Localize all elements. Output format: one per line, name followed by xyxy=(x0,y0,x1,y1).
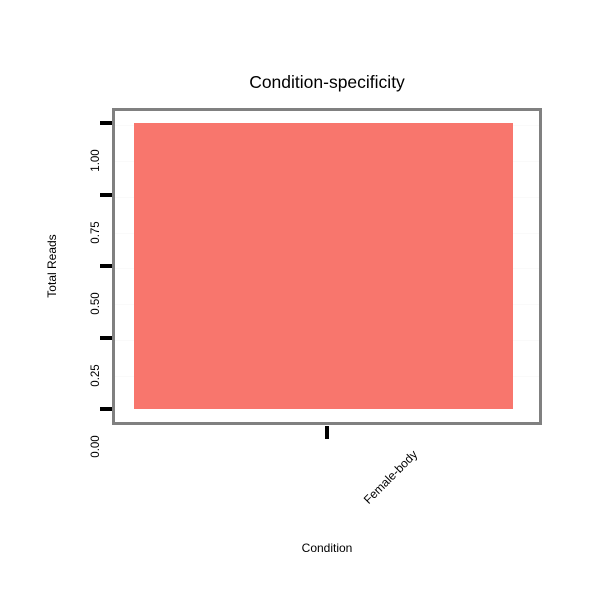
y-tick-label-4: 1.00 xyxy=(90,149,102,172)
y-tick-label-3: 0.75 xyxy=(90,221,102,244)
x-tick-label-female-body: Female-body xyxy=(360,447,421,507)
y-tick-label-1: 0.25 xyxy=(90,364,102,387)
y-tick-label-2: 0.50 xyxy=(90,292,102,315)
chart-title: Condition-specificity xyxy=(249,72,405,92)
x-tick-mark-0 xyxy=(325,426,329,439)
y-tick-mark-4 xyxy=(100,121,112,125)
y-tick-mark-1 xyxy=(100,336,112,340)
y-tick-mark-3 xyxy=(100,193,112,197)
y-axis-title: Total Reads xyxy=(45,234,59,298)
y-tick-mark-0 xyxy=(100,407,112,411)
plot-panel xyxy=(112,108,542,425)
y-tick-mark-2 xyxy=(100,264,112,268)
plot-area xyxy=(115,111,539,422)
y-tick-label-0: 0.00 xyxy=(90,435,102,458)
x-axis-title: Condition xyxy=(301,541,353,555)
bar-female-body xyxy=(134,123,513,409)
